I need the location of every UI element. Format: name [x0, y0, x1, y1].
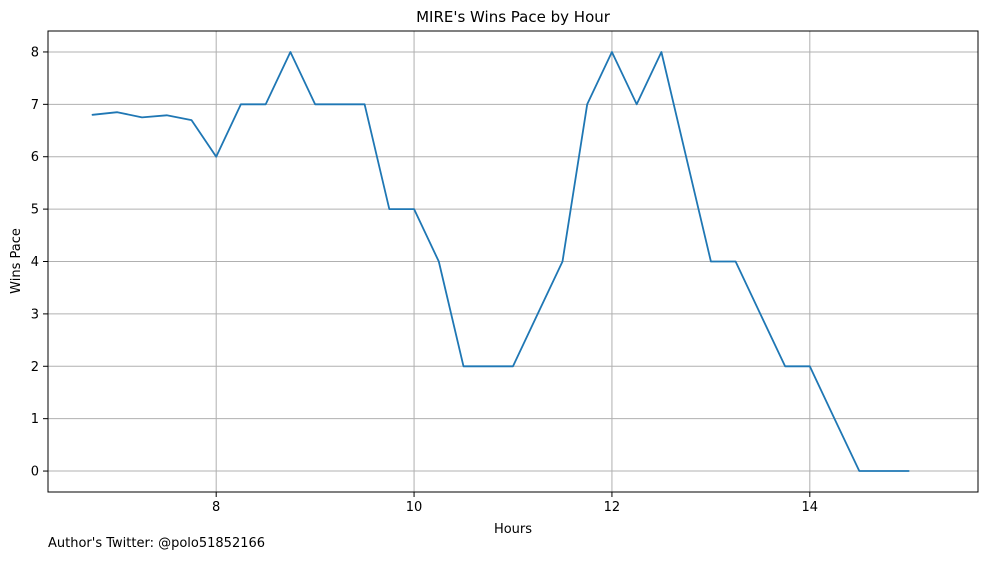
grid-lines: [48, 31, 978, 492]
series-layer: [91, 51, 910, 472]
x-tick-label: 12: [604, 500, 621, 515]
y-tick-label: 2: [31, 360, 39, 375]
chart-title: MIRE's Wins Pace by Hour: [416, 8, 611, 26]
y-tick-label: 0: [31, 465, 39, 480]
x-axis-label: Hours: [494, 522, 532, 537]
y-tick-label: 7: [31, 98, 39, 113]
author-credit: Author's Twitter: @polo51852166: [48, 536, 266, 551]
y-tick-label: 8: [31, 45, 39, 60]
y-tick-label: 6: [31, 150, 39, 165]
y-tick-label: 4: [31, 255, 39, 270]
x-tick-label: 14: [802, 500, 819, 515]
y-axis-label: Wins Pace: [9, 228, 24, 294]
series-line: [91, 51, 910, 472]
y-tick-label: 5: [31, 203, 39, 218]
x-tick-label: 10: [406, 500, 423, 515]
y-tick-label: 1: [31, 412, 39, 427]
y-tick-label: 3: [31, 307, 39, 322]
x-tick-label: 8: [212, 500, 220, 515]
